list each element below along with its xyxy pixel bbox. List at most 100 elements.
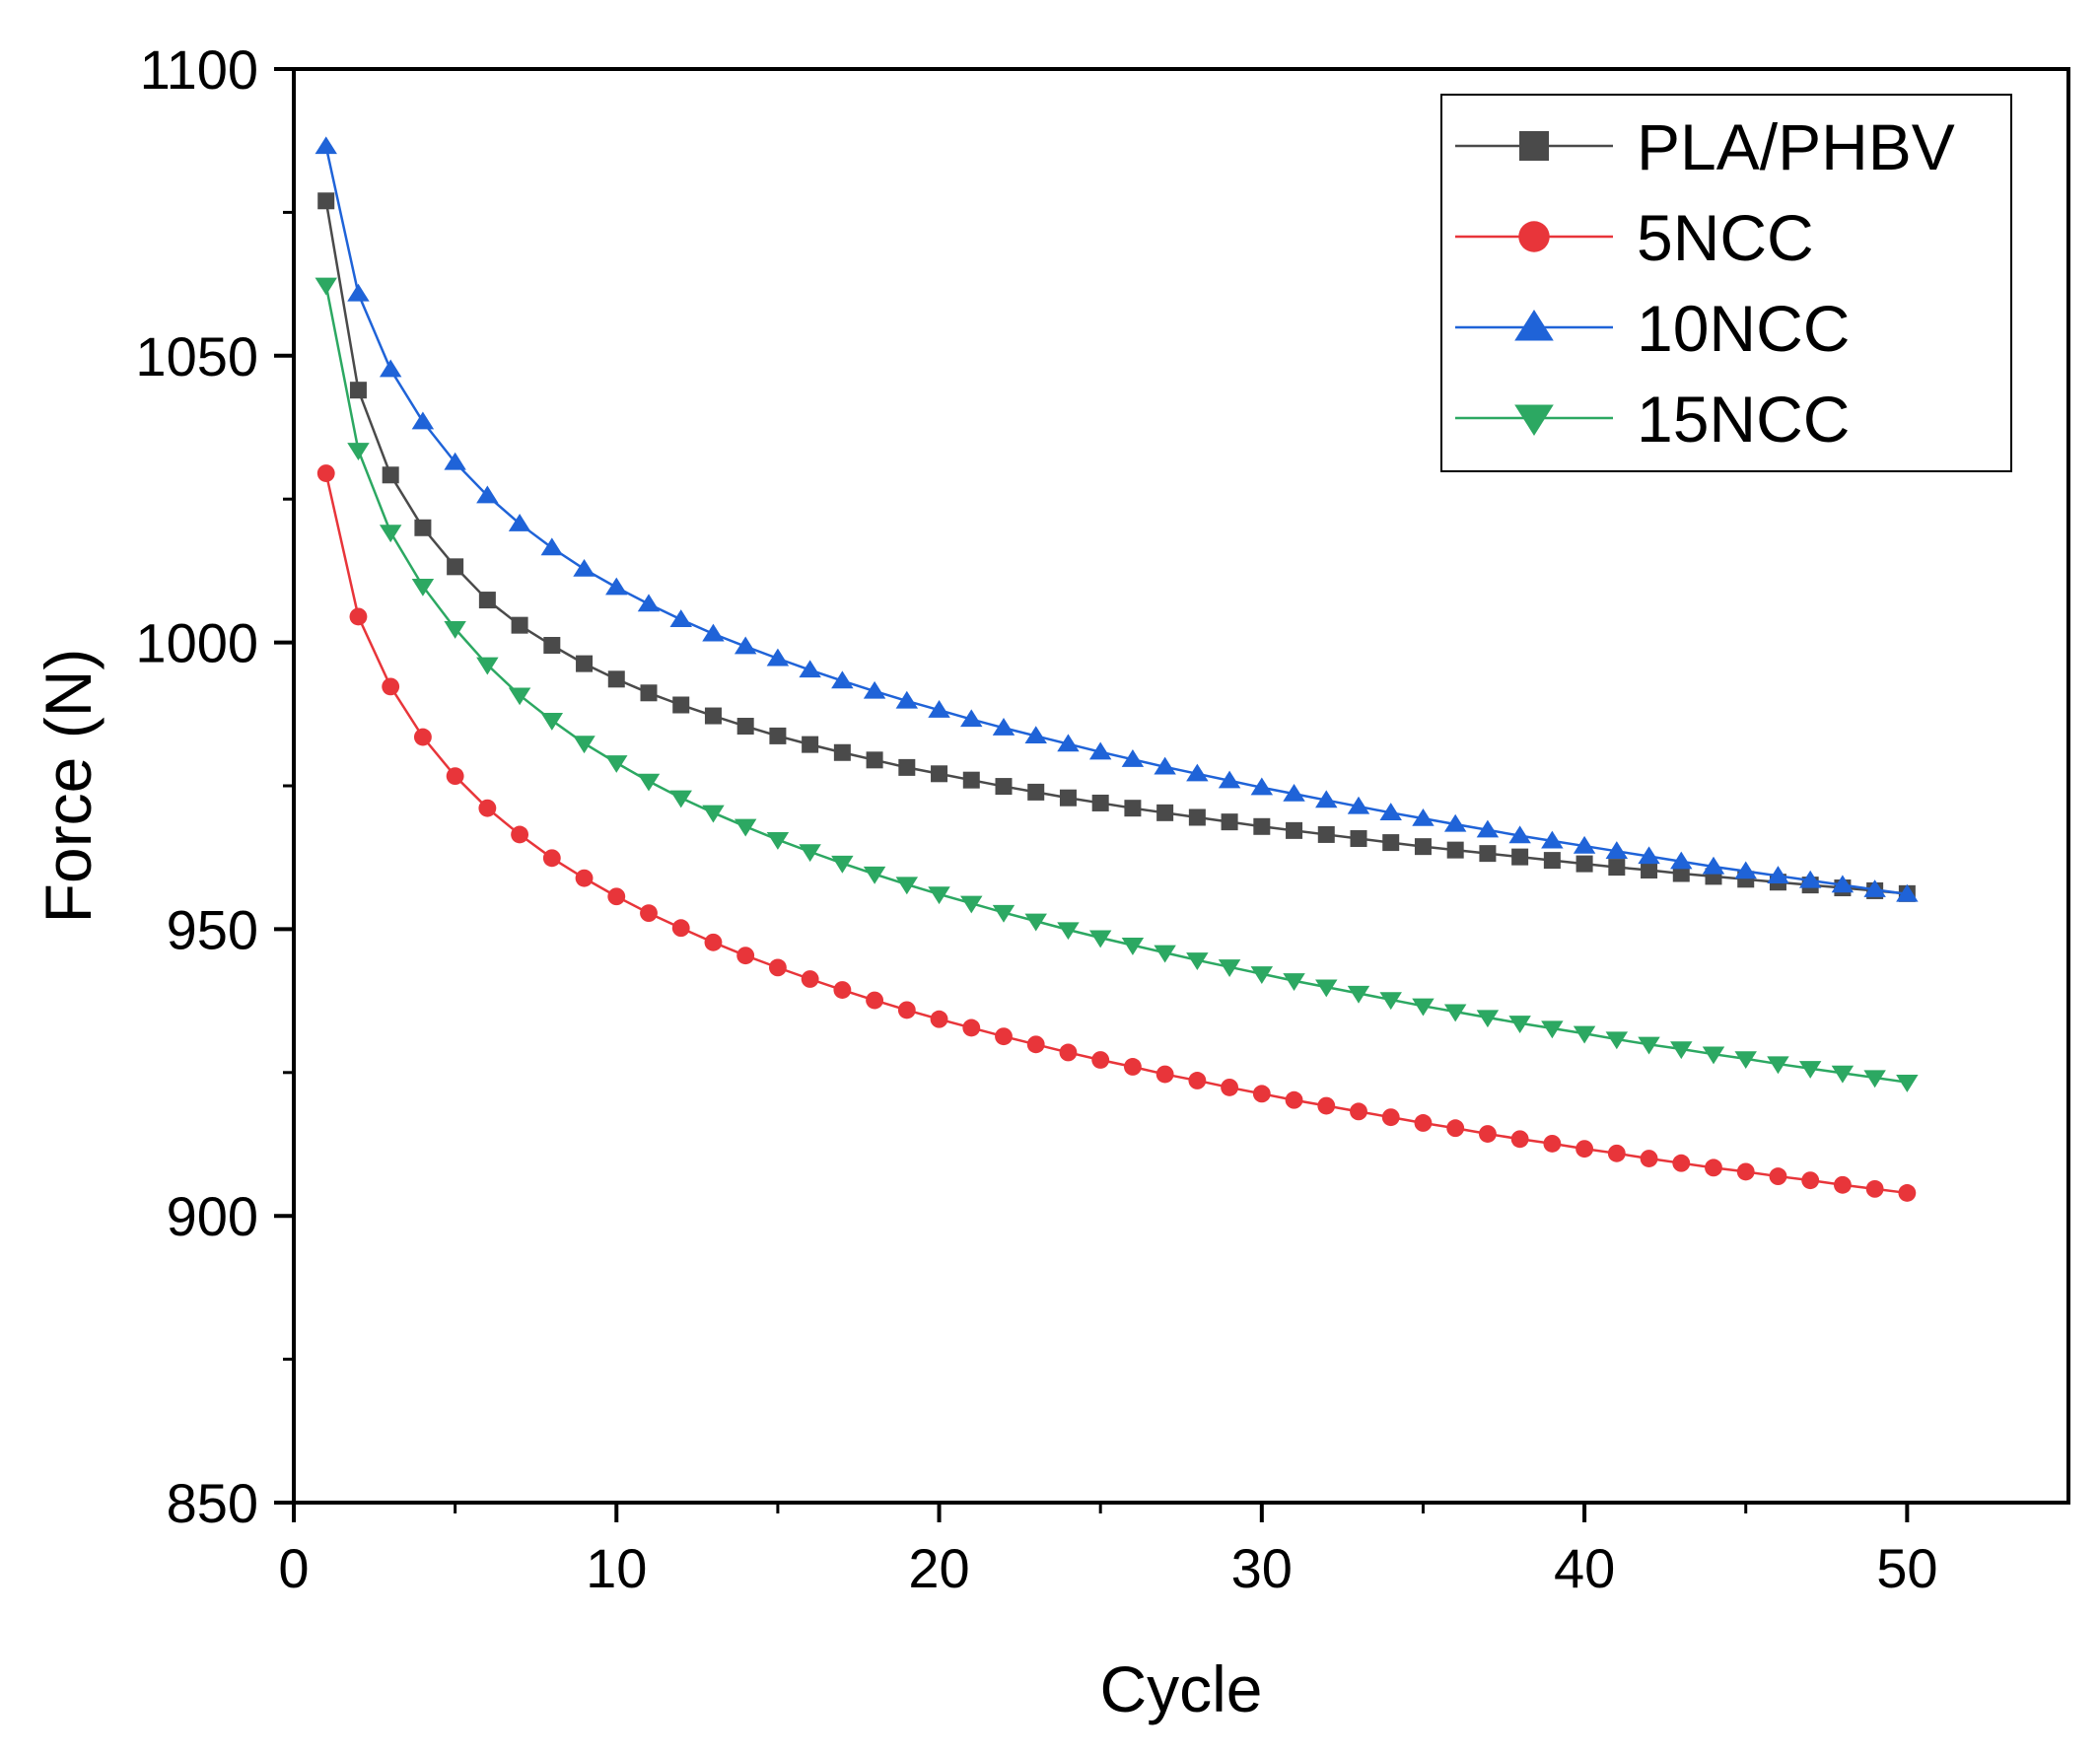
data-point-pla-phbv	[995, 778, 1013, 796]
data-point-5ncc	[511, 825, 529, 844]
data-point-10ncc	[1218, 770, 1241, 789]
data-point-15ncc	[315, 277, 337, 296]
data-point-10ncc	[960, 709, 983, 728]
data-point-10ncc	[1379, 803, 1402, 820]
data-point-15ncc	[895, 877, 919, 895]
data-point-15ncc	[1218, 959, 1241, 977]
data-point-5ncc	[575, 869, 594, 887]
data-point-pla-phbv	[1608, 859, 1626, 877]
data-point-10ncc	[1154, 756, 1176, 775]
series-layer	[315, 136, 1919, 1202]
legend-item-pla-phbv: PLA/PHBV	[1455, 110, 1955, 183]
data-point-15ncc	[1250, 966, 1274, 984]
data-point-pla-phbv	[607, 670, 625, 688]
data-point-15ncc	[799, 844, 821, 863]
data-point-pla-phbv	[543, 637, 561, 655]
data-point-15ncc	[605, 755, 628, 773]
data-point-5ncc	[1640, 1150, 1658, 1167]
data-point-15ncc	[1121, 938, 1145, 955]
y-axis: 850 900 950 1000 1050 1100	[135, 38, 294, 1534]
data-point-pla-phbv	[382, 466, 399, 484]
data-point-5ncc	[349, 607, 368, 626]
data-point-10ncc	[928, 700, 950, 718]
data-point-5ncc	[1898, 1184, 1917, 1202]
data-point-10ncc	[1605, 841, 1629, 859]
series-15ncc	[315, 277, 1919, 1092]
data-point-15ncc	[1024, 913, 1047, 932]
data-point-5ncc	[995, 1027, 1013, 1046]
data-point-pla-phbv	[1253, 817, 1271, 835]
data-point-5ncc	[413, 728, 432, 746]
y-tick-label: 1000	[135, 612, 258, 674]
data-point-10ncc	[1476, 819, 1500, 838]
legend-marker-10ncc	[1514, 310, 1554, 341]
x-tick-label: 0	[278, 1537, 309, 1599]
data-point-15ncc	[734, 818, 757, 837]
data-point-10ncc	[637, 594, 661, 612]
data-point-5ncc	[801, 970, 819, 988]
data-point-pla-phbv	[640, 684, 658, 702]
data-point-15ncc	[411, 578, 435, 597]
legend-label: PLA/PHBV	[1637, 110, 1955, 183]
data-point-10ncc	[1670, 851, 1693, 870]
data-point-15ncc	[1638, 1036, 1660, 1055]
data-point-pla-phbv	[931, 765, 948, 783]
legend: PLA/PHBV 5NCC 10NCC 15NCC	[1440, 94, 2012, 472]
data-point-10ncc	[1412, 808, 1435, 826]
data-point-10ncc	[476, 485, 499, 504]
y-tick-label: 1050	[135, 325, 258, 387]
data-point-pla-phbv	[962, 771, 980, 789]
data-point-15ncc	[1508, 1016, 1531, 1033]
data-point-15ncc	[379, 525, 402, 543]
data-point-pla-phbv	[1221, 813, 1238, 831]
data-point-5ncc	[640, 904, 658, 923]
data-point-15ncc	[1412, 998, 1435, 1017]
data-point-10ncc	[734, 636, 757, 655]
data-point-15ncc	[1670, 1041, 1693, 1060]
series-10ncc	[315, 136, 1919, 902]
data-point-15ncc	[1702, 1046, 1725, 1065]
data-point-5ncc	[316, 464, 335, 482]
legend-label: 5NCC	[1637, 201, 1814, 274]
data-point-15ncc	[766, 832, 790, 850]
data-point-15ncc	[992, 904, 1015, 923]
data-point-10ncc	[605, 577, 628, 596]
data-point-15ncc	[347, 443, 370, 460]
data-point-pla-phbv	[833, 743, 851, 761]
data-point-10ncc	[863, 680, 886, 699]
y-tick-label: 950	[167, 898, 258, 960]
data-point-5ncc	[1543, 1134, 1562, 1153]
data-point-10ncc	[1443, 813, 1467, 832]
data-point-pla-phbv	[704, 707, 722, 725]
data-point-10ncc	[1508, 825, 1531, 844]
data-point-5ncc	[1381, 1108, 1400, 1127]
data-point-10ncc	[1573, 835, 1596, 854]
data-point-pla-phbv	[1027, 783, 1045, 801]
legend-label: 10NCC	[1637, 292, 1850, 365]
data-point-pla-phbv	[1446, 841, 1464, 859]
data-point-15ncc	[1283, 973, 1305, 991]
data-point-10ncc	[347, 283, 370, 302]
data-point-pla-phbv	[1124, 800, 1142, 817]
data-point-pla-phbv	[576, 655, 594, 672]
data-point-15ncc	[1186, 952, 1209, 971]
data-point-10ncc	[1347, 796, 1370, 814]
data-point-5ncc	[1059, 1043, 1078, 1062]
legend-label: 15NCC	[1637, 383, 1850, 456]
data-point-5ncc	[1705, 1159, 1722, 1177]
x-tick-label: 20	[908, 1537, 969, 1599]
data-point-pla-phbv	[1414, 838, 1432, 856]
series-5ncc	[316, 464, 1917, 1202]
x-tick-label: 40	[1554, 1537, 1615, 1599]
data-point-pla-phbv	[736, 718, 754, 736]
legend-marker-5ncc	[1518, 221, 1550, 252]
data-point-15ncc	[960, 895, 983, 914]
data-point-10ncc	[799, 660, 821, 678]
data-point-15ncc	[702, 805, 725, 823]
data-point-10ncc	[379, 359, 402, 378]
data-point-10ncc	[1831, 875, 1855, 893]
data-point-15ncc	[540, 713, 564, 731]
data-point-5ncc	[1285, 1090, 1303, 1109]
data-point-15ncc	[1798, 1061, 1822, 1079]
